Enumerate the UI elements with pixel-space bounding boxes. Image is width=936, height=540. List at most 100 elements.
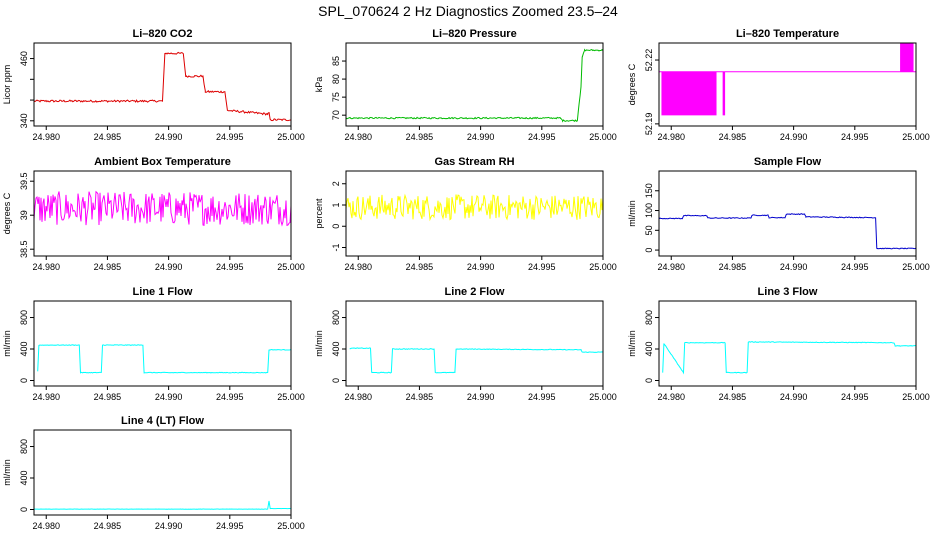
panel-ambient-box-temperature: Ambient Box Temperature degrees C 38.5 39 39… xyxy=(2,156,305,272)
x-tick-label: 24.985 xyxy=(719,392,747,402)
panel-title: Li–820 Pressure xyxy=(432,28,516,40)
panel-line-4-lt-flow: Line 4 (LT) Flow ml/min 0 400 800 24.980 24.98… xyxy=(2,415,305,531)
x-tick-label: 24.985 xyxy=(94,132,122,142)
x-tick-label: 24.995 xyxy=(528,132,556,142)
x-tick-label: 24.995 xyxy=(841,132,869,142)
x-tick-label: 25.000 xyxy=(277,521,305,531)
plot-box xyxy=(345,170,604,257)
y-tick-label: 39 xyxy=(19,210,29,220)
x-tick-label: 25.000 xyxy=(277,392,305,402)
x-tick-label: 24.995 xyxy=(216,392,244,402)
series-line xyxy=(662,341,916,375)
plot-box xyxy=(658,42,917,127)
panel-line-1-flow: Line 1 Flow ml/min 0 400 800 24.980 24.985 24.9… xyxy=(2,286,305,402)
x-tick-label: 24.985 xyxy=(406,392,434,402)
plot-box xyxy=(345,300,604,387)
series-line xyxy=(37,344,291,374)
x-tick-label: 24.985 xyxy=(406,262,434,272)
series-line xyxy=(659,213,916,250)
y-tick-label: 80 xyxy=(331,74,341,84)
x-tick-label: 24.995 xyxy=(528,262,556,272)
x-tick-label: 24.985 xyxy=(406,132,434,142)
panel-gas-stream-rh: Gas Stream RH percent -1 0 1 2 24.980 24.985 24.… xyxy=(314,156,617,272)
x-tick-label: 24.985 xyxy=(94,262,122,272)
y-tick-label: 400 xyxy=(19,341,29,356)
series-group xyxy=(37,344,291,374)
series-line xyxy=(34,190,291,227)
plot-box xyxy=(33,300,292,387)
panel-title: Li–820 Temperature xyxy=(736,28,839,40)
x-tick-label: 24.990 xyxy=(467,262,495,272)
main-title: SPL_070624 2 Hz Diagnostics Zoomed 23.5–… xyxy=(318,3,618,19)
y-tick-label: 85 xyxy=(331,56,341,66)
x-tick-label: 25.000 xyxy=(902,132,930,142)
y-tick-label: 0 xyxy=(19,507,29,512)
panel-line-2-flow: Line 2 Flow ml/min 0 400 800 24.980 24.985 24.9… xyxy=(314,286,617,402)
y-tick-label: 800 xyxy=(19,310,29,325)
oscillation-band xyxy=(661,71,717,116)
plot-box xyxy=(33,170,292,257)
x-tick-label: 24.980 xyxy=(657,132,685,142)
series-line xyxy=(346,193,603,222)
series-line xyxy=(34,51,291,122)
x-tick-label: 25.000 xyxy=(902,262,930,272)
x-tick-label: 24.990 xyxy=(780,132,808,142)
y-tick-label: 0 xyxy=(644,248,654,253)
series-group xyxy=(349,347,603,374)
x-tick-label: 24.995 xyxy=(216,521,244,531)
series-group xyxy=(346,193,603,222)
x-tick-label: 24.980 xyxy=(32,262,60,272)
y-tick-label: 0 xyxy=(19,378,29,383)
y-tick-label: 39.5 xyxy=(19,172,29,190)
plot-box xyxy=(345,42,604,127)
panel-title: Sample Flow xyxy=(754,156,822,168)
series-line xyxy=(349,347,603,374)
series-group xyxy=(34,190,291,227)
x-tick-label: 24.990 xyxy=(155,262,183,272)
y-axis-label: ml/min xyxy=(314,330,324,357)
panel-title: Ambient Box Temperature xyxy=(94,156,231,168)
oscillation-band xyxy=(722,71,726,116)
x-tick-label: 24.980 xyxy=(657,262,685,272)
y-tick-label: 0 xyxy=(331,224,341,229)
series-group xyxy=(34,500,291,510)
y-axis-label: ml/min xyxy=(627,330,637,357)
oscillation-band xyxy=(900,43,914,72)
series-line xyxy=(34,500,291,510)
panel-li-820-temperature: Li–820 Temperature degrees C 52.19 52.22 24.… xyxy=(627,28,930,142)
x-tick-label: 24.990 xyxy=(155,521,183,531)
panel-title: Line 4 (LT) Flow xyxy=(121,415,204,427)
x-tick-label: 24.990 xyxy=(467,132,495,142)
y-axis-label: degrees C xyxy=(2,192,12,234)
y-tick-label: 70 xyxy=(331,110,341,120)
y-axis-label: kPa xyxy=(314,77,324,93)
series-group xyxy=(346,48,603,123)
x-tick-label: 24.985 xyxy=(94,392,122,402)
x-tick-label: 24.980 xyxy=(344,392,372,402)
panel-title: Line 3 Flow xyxy=(758,286,818,298)
x-tick-label: 24.980 xyxy=(32,521,60,531)
x-tick-label: 24.985 xyxy=(719,262,747,272)
y-tick-label: 0 xyxy=(644,378,654,383)
series-group xyxy=(34,51,291,122)
y-tick-label: 800 xyxy=(19,439,29,454)
y-tick-label: 400 xyxy=(331,341,341,356)
y-tick-label: 100 xyxy=(644,203,654,218)
y-tick-label: 52.22 xyxy=(644,49,654,72)
x-tick-label: 24.990 xyxy=(155,132,183,142)
y-axis-label: Licor ppm xyxy=(2,65,12,105)
y-tick-label: 38.5 xyxy=(19,240,29,258)
series-group xyxy=(659,213,916,250)
y-tick-label: 800 xyxy=(331,310,341,325)
x-tick-label: 24.995 xyxy=(216,132,244,142)
x-tick-label: 24.980 xyxy=(344,132,372,142)
panel-sample-flow: Sample Flow ml/min 0 50 100 150 24.980 24.985 24… xyxy=(627,156,930,272)
x-tick-label: 24.985 xyxy=(94,521,122,531)
y-tick-label: 75 xyxy=(331,92,341,102)
plot-box xyxy=(33,429,292,516)
x-tick-label: 24.980 xyxy=(32,392,60,402)
x-tick-label: 25.000 xyxy=(589,392,617,402)
y-tick-label: 0 xyxy=(331,378,341,383)
x-tick-label: 24.985 xyxy=(719,132,747,142)
